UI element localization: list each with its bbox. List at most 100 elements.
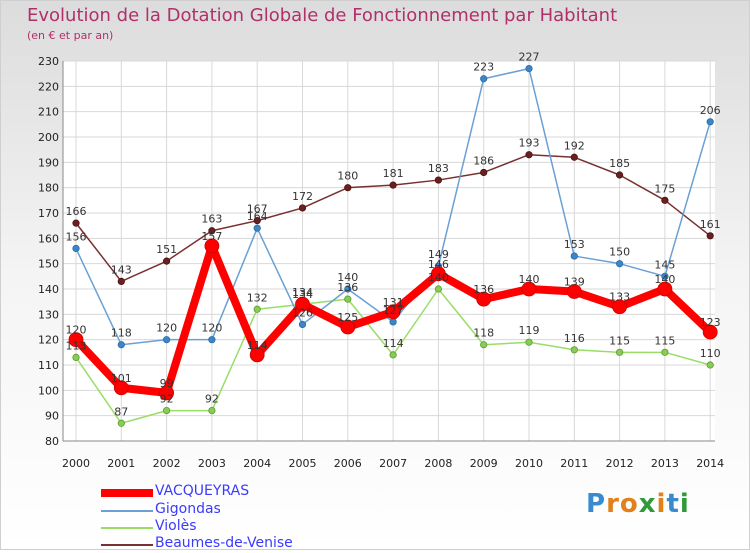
data-label: 156 <box>66 230 87 243</box>
data-label: 123 <box>700 316 721 329</box>
data-point <box>706 232 714 240</box>
data-point <box>570 252 578 260</box>
y-tick-label: 100 <box>38 384 59 397</box>
data-point <box>253 224 261 232</box>
legend-item: Beaumes-de-Venise <box>101 535 321 553</box>
data-label: 114 <box>383 337 404 350</box>
data-point <box>249 347 265 363</box>
y-tick-label: 170 <box>38 207 59 220</box>
data-label: 175 <box>654 182 675 195</box>
data-label: 92 <box>160 393 174 406</box>
data-point <box>615 171 624 179</box>
data-label: 115 <box>654 334 675 347</box>
y-tick-label: 190 <box>38 156 59 169</box>
data-point <box>68 332 84 348</box>
x-tick-label: 2014 <box>696 457 724 470</box>
data-point <box>385 304 401 320</box>
data-point <box>480 75 488 83</box>
data-label: 161 <box>700 218 721 231</box>
data-label: 115 <box>609 334 630 347</box>
data-point <box>253 217 261 225</box>
data-point <box>344 184 352 192</box>
x-tick-label: 2010 <box>515 457 543 470</box>
data-label: 157 <box>201 230 222 243</box>
data-point <box>434 285 442 293</box>
legend-swatch <box>101 527 153 529</box>
data-point <box>204 238 220 254</box>
data-point <box>480 341 488 349</box>
data-label: 143 <box>111 263 132 276</box>
data-label: 223 <box>473 61 494 74</box>
data-point <box>295 296 310 312</box>
legend-label: Beaumes-de-Venise <box>155 535 293 551</box>
data-point <box>521 281 537 297</box>
data-point <box>298 204 307 212</box>
data-label: 166 <box>66 205 87 218</box>
y-tick-label: 110 <box>38 359 59 372</box>
data-point <box>117 341 125 349</box>
data-point <box>72 353 80 361</box>
legend-swatch <box>101 510 153 512</box>
y-tick-label: 90 <box>45 410 59 423</box>
data-point <box>389 318 397 326</box>
data-label: 172 <box>292 190 313 203</box>
logo-letter: i <box>679 489 690 519</box>
data-point <box>702 324 718 340</box>
legend-swatch <box>101 544 153 546</box>
data-point <box>72 219 80 227</box>
data-label: 183 <box>428 162 449 175</box>
data-label: 140 <box>337 271 358 284</box>
data-label: 134 <box>292 288 313 301</box>
data-label: 120 <box>201 322 222 335</box>
data-point <box>163 257 171 265</box>
data-point <box>344 295 352 303</box>
data-label: 164 <box>247 210 268 223</box>
x-tick-label: 2009 <box>470 457 498 470</box>
y-tick-label: 220 <box>38 80 59 93</box>
data-point <box>566 284 582 299</box>
data-label: 150 <box>609 246 630 259</box>
data-point <box>298 320 307 329</box>
logo-letter: P <box>586 489 607 519</box>
data-point <box>163 406 171 415</box>
legend-item: Violès <box>101 518 321 536</box>
logo-letter: r <box>606 489 620 519</box>
data-label: 186 <box>473 154 494 167</box>
data-label: 180 <box>337 170 358 183</box>
data-label: 185 <box>609 157 630 170</box>
data-point <box>661 196 669 204</box>
y-tick-label: 130 <box>38 308 59 321</box>
data-label: 118 <box>473 327 494 340</box>
data-point <box>434 176 442 184</box>
data-point <box>113 380 129 396</box>
data-label: 133 <box>609 291 630 304</box>
legend-item: VACQUEYRAS <box>101 483 321 501</box>
data-point <box>208 227 216 235</box>
y-tick-label: 160 <box>38 232 59 245</box>
data-label: 132 <box>247 291 268 304</box>
data-point <box>389 351 397 359</box>
data-point <box>706 361 714 369</box>
data-label: 125 <box>337 311 358 324</box>
y-tick-label: 150 <box>38 258 59 271</box>
data-label: 136 <box>473 283 494 296</box>
logo-letter: x <box>638 489 657 519</box>
chart-title: Evolution de la Dotation Globale de Fonc… <box>27 5 618 26</box>
data-point <box>657 281 673 297</box>
data-label: 114 <box>247 339 268 352</box>
data-point <box>389 181 397 189</box>
legend-label: VACQUEYRAS <box>155 483 250 499</box>
data-point <box>253 305 261 313</box>
data-point <box>208 406 216 415</box>
data-label: 119 <box>519 324 540 337</box>
y-tick-label: 120 <box>38 334 59 347</box>
data-label: 151 <box>156 243 177 256</box>
logo-letter: t <box>666 489 680 519</box>
data-point <box>163 336 171 344</box>
x-tick-label: 2001 <box>107 457 135 470</box>
x-tick-label: 2003 <box>198 457 226 470</box>
x-tick-label: 2012 <box>606 457 634 470</box>
data-label: 140 <box>519 273 540 286</box>
data-point <box>661 348 669 356</box>
data-label: 116 <box>564 332 585 345</box>
